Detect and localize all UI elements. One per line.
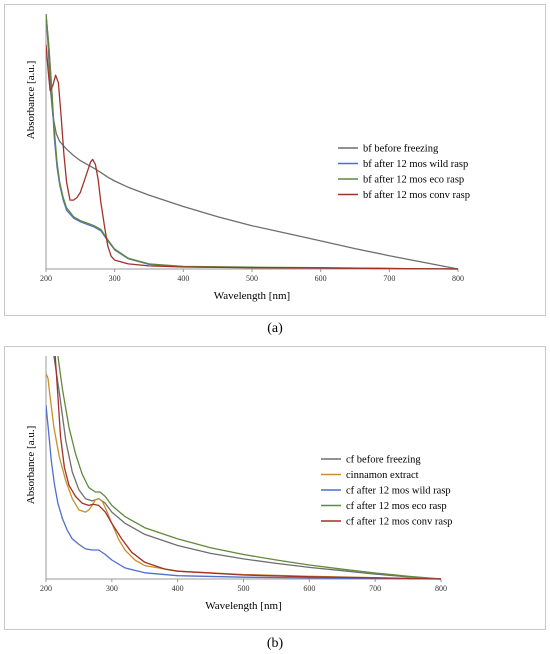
chart-b: 200 300 400 500 600 700 800 Wavelength [nm] Abso… [25, 356, 452, 612]
legend-label-b-cf-after-12-mos-eco-rasp: cf after 12 mos eco rasp [346, 501, 447, 512]
y-axis-label-b: Absorbance [a.u.] [25, 426, 37, 505]
x-axis-label-a: Wavelength [nm] [214, 290, 290, 302]
legend-label-a-bf-after-12-mos-conv-rasp: bf after 12 mos conv rasp [363, 190, 470, 201]
chart-a: 200 300 400 500 600 700 800 Wavelength [nm] Abso… [25, 14, 470, 302]
x-tick-label-b-400: 400 [172, 584, 184, 593]
legend-b: cf before freezing cinnamon extract cf aft… [321, 455, 452, 528]
legend-label-a-bf-after-12-mos-wild-rasp: bf after 12 mos wild rasp [363, 159, 468, 170]
x-tick-label-a-300: 300 [109, 274, 121, 283]
y-axis-label-a: Absorbance [a.u.] [25, 61, 37, 140]
legend-label-b-cinnamon-extract: cinnamon extract [346, 470, 419, 481]
panel-caption-b: (b) [266, 636, 284, 651]
chart-panel-a [4, 4, 546, 316]
panel-caption-a: (a) [267, 321, 283, 336]
x-tick-label-b-500: 500 [238, 584, 250, 593]
x-tick-label-b-600: 600 [303, 584, 315, 593]
series-line-b-cf-before-freezing [53, 356, 442, 580]
x-tick-label-b-700: 700 [369, 584, 381, 593]
legend-label-b-cf-after-12-mos-conv-rasp: cf after 12 mos conv rasp [346, 517, 452, 528]
series-line-a-bf-before-freezing [46, 14, 459, 270]
chart-panel-b [4, 346, 546, 630]
legend-label-b-cf-after-12-mos-wild-rasp: cf after 12 mos wild rasp [346, 486, 451, 497]
legend-label-a-bf-after-12-mos-eco-rasp: bf after 12 mos eco rasp [363, 175, 464, 186]
series-line-a-bf-after-12-mos-wild-rasp [46, 14, 459, 270]
x-tick-label-a-200: 200 [40, 274, 52, 283]
x-axis-label-b: Wavelength [nm] [205, 600, 281, 612]
x-tick-label-a-800: 800 [452, 274, 464, 283]
legend-label-a-bf-before-freezing: bf before freezing [363, 144, 439, 155]
legend-a: bf before freezing bf after 12 mos wild r… [338, 144, 470, 201]
x-tick-label-a-400: 400 [177, 274, 189, 283]
legend-label-b-cf-before-freezing: cf before freezing [346, 455, 421, 466]
series-line-a-bf-after-12-mos-conv-rasp [46, 44, 459, 270]
series-line-b-cf-after-12-mos-eco-rasp [57, 356, 442, 580]
series-line-b-cf-after-12-mos-conv-rasp [54, 356, 442, 580]
x-tick-label-b-800: 800 [435, 584, 447, 593]
x-tick-label-a-600: 600 [315, 274, 327, 283]
x-tick-label-b-300: 300 [106, 584, 118, 593]
series-line-a-bf-after-12-mos-eco-rasp [46, 14, 459, 270]
x-tick-label-a-700: 700 [383, 274, 395, 283]
x-tick-label-a-500: 500 [246, 274, 258, 283]
series-line-b-cf-after-12-mos-wild-rasp [46, 405, 442, 580]
x-tick-label-b-200: 200 [40, 584, 52, 593]
